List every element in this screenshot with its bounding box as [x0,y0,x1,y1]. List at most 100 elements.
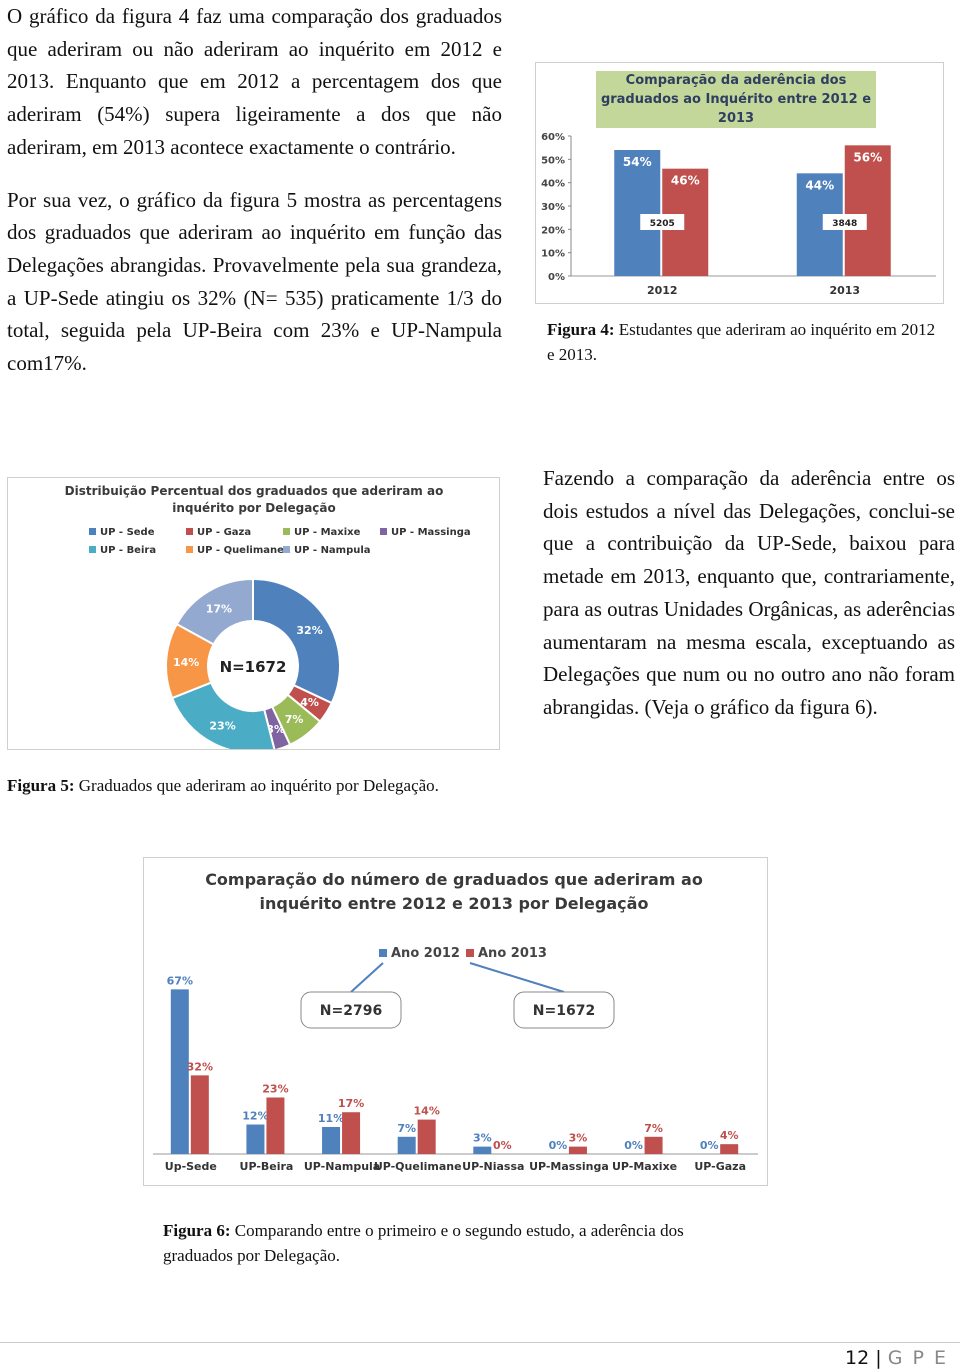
x-tick-label: UP-Massinga [529,1160,609,1173]
x-tick-label: UP-Nampula [304,1160,380,1173]
caption-label: Figura 6: [163,1221,231,1240]
legend-label: Ano 2013 [478,946,547,961]
legend-label: UP - Beira [100,545,156,556]
caption: Figura 6: Comparando entre o primeiro e … [163,1218,743,1268]
value-label: 12% [242,1110,268,1123]
bar [568,1146,587,1154]
donut-slice [175,577,254,646]
paragraph: Fazendo a comparação da aderência entre … [543,466,955,719]
y-tick-label: 0% [548,272,565,283]
legend-swatch [89,546,96,553]
legend-label: UP - Gaza [197,527,251,538]
text-block: O gráfico da figura 4 faz uma comparação… [7,0,955,430]
paragraph: Por sua vez, o gráfico da figura 5 mostr… [7,187,502,376]
footer: 12 | G P E [845,1347,948,1369]
donut-slice [252,577,341,705]
y-tick-label: 60% [541,132,565,143]
value-label: 44% [805,178,834,192]
value-label: 46% [671,174,700,188]
value-label: 32% [187,1060,213,1073]
x-tick-label: UP-Gaza [694,1160,746,1173]
y-tick-label: 20% [541,225,565,236]
x-tick-label: UP-Quelimane [374,1160,462,1173]
x-tick-label: 2012 [647,284,678,297]
bar [417,1119,436,1154]
callout-label: N=2796 [320,1003,382,1019]
legend-swatch [380,528,387,535]
callout-box [513,991,615,1029]
chart-title: Comparação da aderência dos graduados ao… [596,71,876,128]
chart: Ano 2012 Ano 2013 Up-Sede 67% 32% UP-Beira 12%… [143,857,768,1186]
chart: 0%10%20%30%40%50%60%ADERIRAMNÃO ADERIRAM… [535,62,944,304]
bar [644,1136,663,1154]
chart-title: Distribuição Percentual dos graduados qu… [64,484,444,515]
x-tick-label: 2013 [829,284,860,297]
chart-svg: UP - Sede UP - Gaza UP - Maxixe UP - Massin… [89,527,471,749]
chart-svg: Ano 2012 Ano 2013 Up-Sede 67% 32% UP-Beira 12%… [153,946,758,1173]
legend-swatch [283,528,290,535]
value-label: 0% [493,1139,512,1152]
bar [170,989,189,1154]
value-label: 0% [549,1139,568,1152]
value-label: 0% [624,1139,643,1152]
caption-text: Comparando entre o primeiro e o segundo … [163,1221,684,1265]
value-label: 14% [414,1105,440,1118]
section: G P E [887,1347,948,1369]
caption-text: Graduados que aderiram ao inquérito por … [78,776,439,795]
legend-swatch [186,528,193,535]
value-label: 14% [173,656,199,669]
x-tick-label: UP-Beira [240,1160,294,1173]
legend-label: UP - Massinga [391,527,471,538]
value-label: 4% [300,696,319,709]
legend-label: UP - Sede [100,527,155,538]
legend-swatch [89,528,96,535]
caption-text: Estudantes que aderiram ao inquérito em … [547,320,936,364]
value-label: 67% [167,974,193,987]
caption: Figura 5: Graduados que aderiram ao inqu… [7,773,507,798]
value-label: 11% [318,1112,344,1125]
bar [473,1146,492,1154]
footer-rule [0,1342,960,1343]
value-label: 32% [296,624,322,637]
value-label: 54% [623,155,652,169]
center-label: N=1672 [220,658,287,676]
y-tick-label: 40% [541,179,565,190]
page-number: 12 [845,1347,870,1369]
legend-swatch [283,546,290,553]
bar [190,1075,209,1154]
bar [246,1124,265,1154]
annotation: 3848 [832,219,857,229]
bar [844,145,891,276]
callout-box [300,991,402,1029]
legend-swatch [379,949,387,957]
caption-label: Figura 4: [547,320,615,339]
annotation-box [822,214,867,230]
value-label: 7% [397,1122,416,1135]
legend-label: UP - Nampula [294,545,371,556]
bar [397,1136,416,1154]
bar [720,1144,739,1154]
x-tick-label: UP-Niassa [462,1160,524,1173]
value-label: 17% [338,1097,364,1110]
callout-arrow [350,962,384,993]
annotation: 5205 [650,219,675,229]
value-label: 23% [262,1082,288,1095]
value-label: 23% [209,720,235,733]
y-tick-label: 30% [541,202,565,213]
chart-title: Comparação do número de graduados que ad… [205,870,703,913]
value-label: 7% [644,1122,663,1135]
x-tick-label: UP-Maxixe [612,1160,677,1173]
y-tick-label: 50% [541,155,565,166]
separator: | [875,1347,882,1369]
legend-label: Ano 2012 [391,946,460,961]
value-label: 7% [285,713,304,726]
donut-slice [170,681,276,749]
value-label: 0% [700,1139,719,1152]
value-label: 56% [853,150,882,164]
value-label: 3% [569,1132,588,1145]
callout-label: N=1672 [533,1003,595,1019]
caption-label: Figura 5: [7,776,75,795]
chart: UP - Sede UP - Gaza UP - Maxixe UP - Massin… [7,477,500,750]
paragraph: O gráfico da figura 4 faz uma comparação… [7,4,502,159]
